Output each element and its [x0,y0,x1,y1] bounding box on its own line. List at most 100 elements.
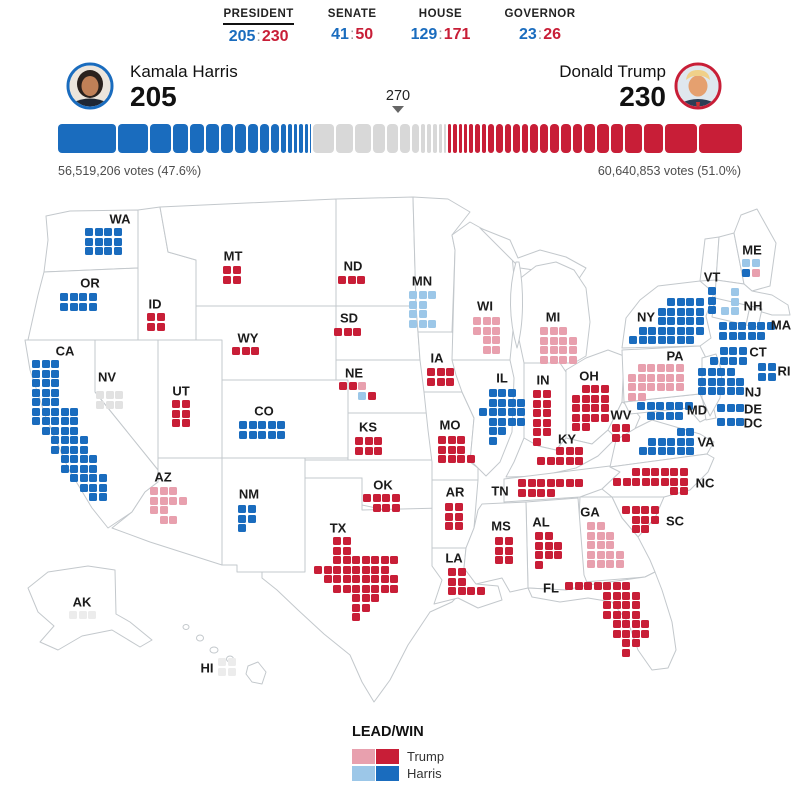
ev-square [352,556,360,564]
bar-seg-undecided[interactable] [354,124,371,153]
ev-square [565,456,574,465]
bar-seg-harris[interactable] [150,124,171,153]
ev-square [70,436,78,444]
bar-seg-harris[interactable] [172,124,188,153]
tab-house[interactable]: HOUSE 129:171 [410,8,471,43]
bar-seg-trump[interactable] [698,124,743,153]
bar-seg-undecided[interactable] [372,124,385,153]
ev-square [629,336,637,344]
ev-square [758,363,766,371]
ev-square [695,307,704,316]
bar-seg-trump[interactable] [504,124,512,153]
bar-seg-undecided[interactable] [335,124,353,153]
ev-square [708,306,716,314]
bar-seg-trump[interactable] [448,124,452,153]
bar-seg-harris[interactable] [304,124,308,153]
senate-rep-count: 50 [355,26,374,43]
bar-seg-undecided[interactable] [386,124,398,153]
bar-seg-trump[interactable] [487,124,495,153]
state-label-ga: GA [580,504,600,520]
ev-square [96,391,104,399]
bar-seg-trump[interactable] [530,124,538,153]
ev-square [32,388,40,397]
bar-seg-harris[interactable] [58,124,117,153]
tab-governor[interactable]: GOVERNOR 23:26 [504,8,576,43]
harris-summary: Kamala Harris 205 [130,62,238,111]
bar-seg-undecided[interactable] [412,124,419,153]
bar-seg-harris[interactable] [189,124,204,153]
threshold-marker: 270 [372,88,424,113]
ev-square [679,468,688,476]
ev-square [382,494,390,502]
tab-senate[interactable]: SENATE 41:50 [327,8,377,43]
bar-seg-harris[interactable] [287,124,293,153]
ev-square [621,433,630,442]
ev-square [757,322,765,330]
bar-seg-trump[interactable] [550,124,560,153]
ev-square [454,522,463,530]
ev-square [115,391,123,399]
ev-square [51,369,59,378]
bar-seg-undecided[interactable] [313,124,334,153]
ev-square [546,488,555,497]
ev-square [371,594,379,602]
bar-seg-harris[interactable] [118,124,149,153]
bar-seg-trump[interactable] [584,124,596,153]
legend-label-harris: Harris [407,765,442,781]
bar-seg-trump[interactable] [664,124,697,153]
ev-square [679,477,688,486]
trump-summary: Donald Trump 230 [559,62,666,111]
bar-seg-undecided[interactable] [433,124,437,153]
bar-seg-undecided[interactable] [427,124,432,153]
bar-seg-harris[interactable] [299,124,303,153]
bar-seg-harris[interactable] [309,124,312,153]
bar-seg-undecided[interactable] [399,124,411,153]
bar-seg-trump[interactable] [561,124,571,153]
bar-seg-undecided[interactable] [438,124,442,153]
bar-seg-harris[interactable] [294,124,298,153]
bar-seg-trump[interactable] [521,124,529,153]
bar-seg-trump[interactable] [463,124,467,153]
tab-president[interactable]: PRESIDENT 205:230 [223,8,294,45]
ev-square [517,417,525,426]
ev-square [409,291,417,299]
bar-seg-trump[interactable] [611,124,623,153]
ev-square [79,455,88,463]
bar-seg-trump[interactable] [597,124,610,153]
ev-square [454,503,463,511]
bar-seg-trump[interactable] [458,124,462,153]
ev-square [657,437,666,446]
bar-seg-harris[interactable] [206,124,219,153]
bar-seg-trump[interactable] [496,124,503,153]
ev-square [333,556,341,564]
bar-seg-harris[interactable] [234,124,246,153]
bar-seg-harris[interactable] [220,124,233,153]
bar-seg-trump[interactable] [644,124,663,153]
bar-seg-undecided[interactable] [420,124,426,153]
ev-square [657,326,666,335]
bar-seg-trump[interactable] [513,124,520,153]
ev-square [657,447,666,455]
bar-seg-trump[interactable] [475,124,480,153]
ev-square [361,584,370,593]
bar-seg-trump[interactable] [624,124,643,153]
bar-seg-trump[interactable] [572,124,583,153]
ev-square [70,474,78,482]
ev-square [675,411,683,420]
ev-square [218,667,226,676]
state-label-nv: NV [97,369,117,385]
ev-square [41,360,50,368]
bar-seg-trump[interactable] [539,124,549,153]
bar-seg-harris[interactable] [247,124,259,153]
bar-seg-harris[interactable] [280,124,286,153]
ev-square [98,483,107,492]
ev-square [427,368,435,376]
bar-seg-harris[interactable] [260,124,269,153]
bar-seg-trump[interactable] [453,124,457,153]
bar-seg-harris[interactable] [270,124,279,153]
ev-square [347,276,356,284]
bar-seg-trump[interactable] [469,124,474,153]
state-label-me: ME [742,242,762,258]
bar-seg-trump[interactable] [481,124,486,153]
bar-seg-undecided[interactable] [443,124,447,153]
